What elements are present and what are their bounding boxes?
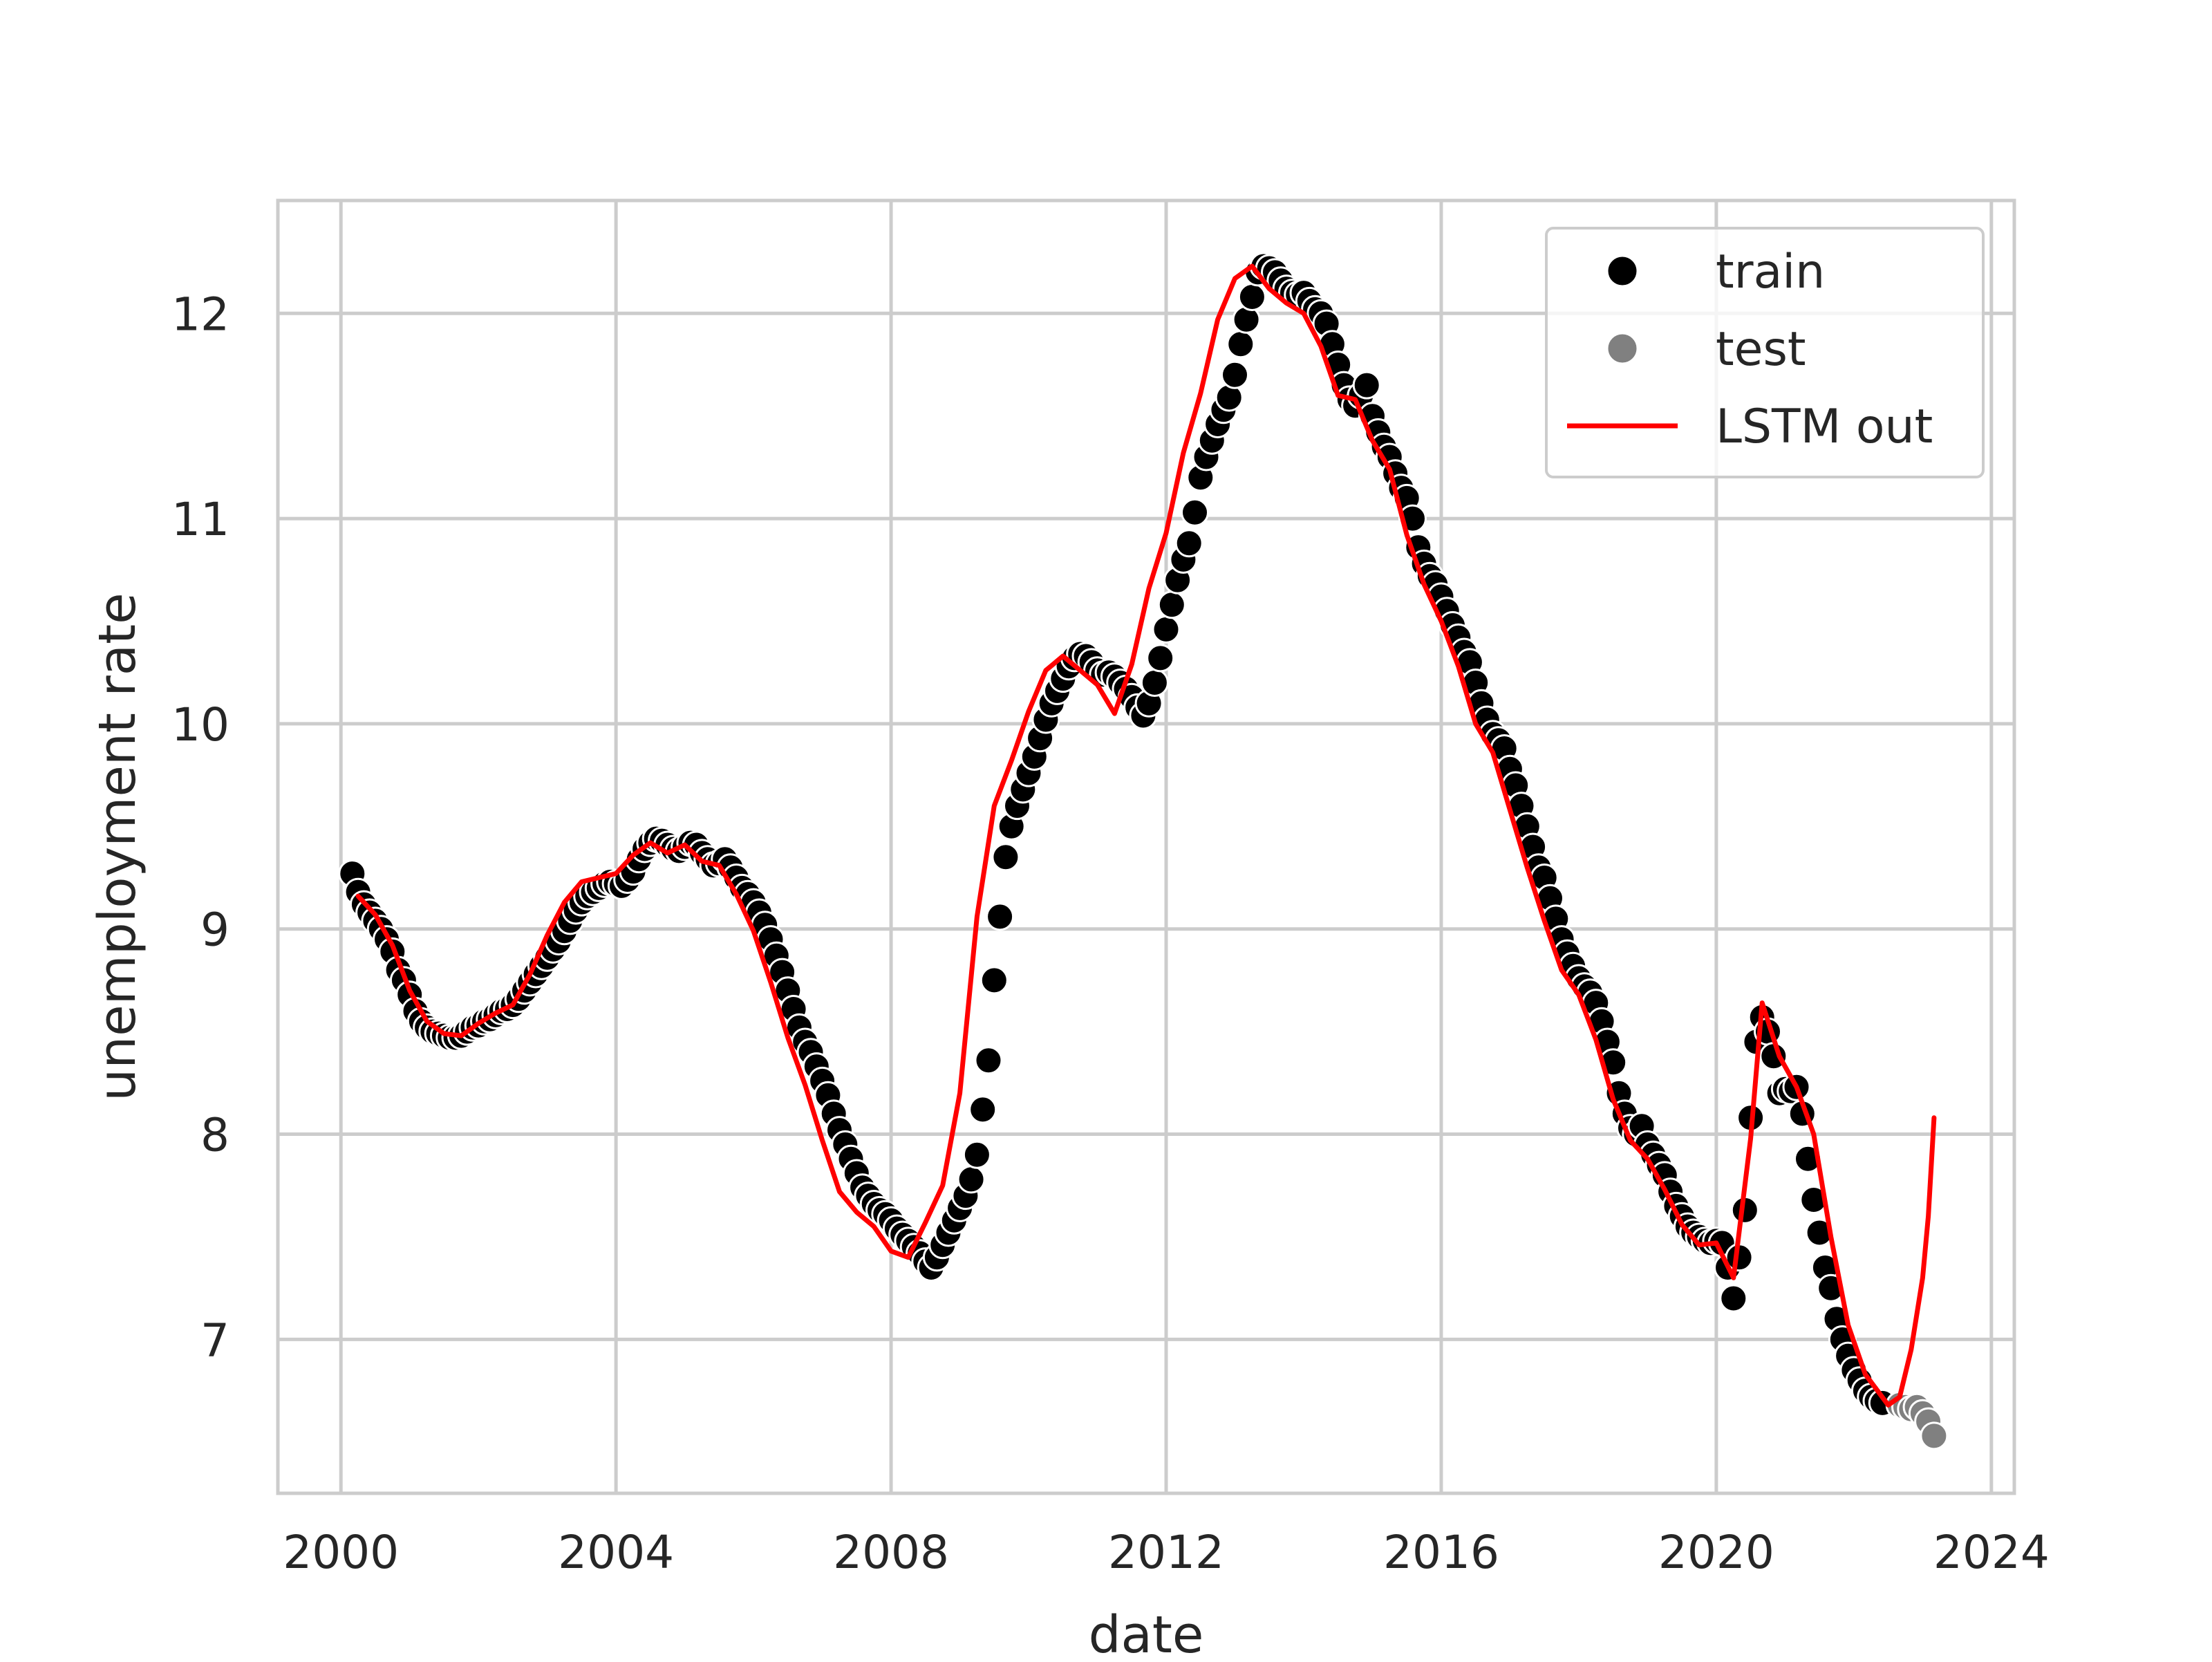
test-point [1920,1421,1949,1450]
y-tick-label: 7 [200,1314,229,1367]
x-axis-label: date [1089,1605,1204,1659]
x-tick-label: 2016 [1383,1526,1499,1579]
legend-point-marker [1606,254,1639,288]
lstm-out-line [355,263,1937,1408]
train-point [1140,669,1169,697]
train-point [1237,283,1266,311]
x-tick-label: 2004 [558,1526,674,1579]
x-tick-label: 2024 [1933,1526,2050,1579]
x-tick-label: 2012 [1108,1526,1224,1579]
legend: train test LSTM out [1545,227,1985,478]
x-tick-label: 2000 [283,1526,399,1579]
train-point [1181,498,1209,527]
y-tick-label: 10 [171,698,229,751]
train-point [1719,1284,1748,1313]
legend-point-marker [1606,332,1639,365]
test-series [1885,1390,1949,1450]
train-point [1146,644,1175,673]
x-tick-label: 2020 [1658,1526,1774,1579]
train-point [1226,330,1255,359]
tick-layer: 2000 2004 2008 2012 2016 2020 2024 7 8 9 10 11 12 [171,288,2050,1579]
train-point [980,966,1009,995]
train-point [1352,371,1381,400]
train-point [974,1046,1003,1075]
train-point [1157,590,1186,619]
y-tick-label: 11 [171,493,229,546]
legend-box [1545,227,1985,478]
legend-label: LSTM out [1716,400,1933,454]
y-tick-label: 12 [171,288,229,341]
y-axis-label: unemployment rate [88,592,147,1101]
y-tick-label: 8 [200,1109,229,1162]
legend-label: test [1716,322,1806,377]
x-tick-label: 2008 [833,1526,949,1579]
train-point [957,1165,986,1194]
train-point [1221,360,1249,389]
y-tick-label: 9 [200,904,229,957]
train-point [991,843,1020,872]
train-point [1152,615,1181,644]
train-point [968,1095,997,1124]
plot-frame [276,198,2016,1495]
line-layer [355,263,1937,1408]
train-point [986,902,1015,931]
train-point [962,1140,991,1169]
train-point [1174,529,1203,558]
legend-label: train [1716,245,1825,299]
